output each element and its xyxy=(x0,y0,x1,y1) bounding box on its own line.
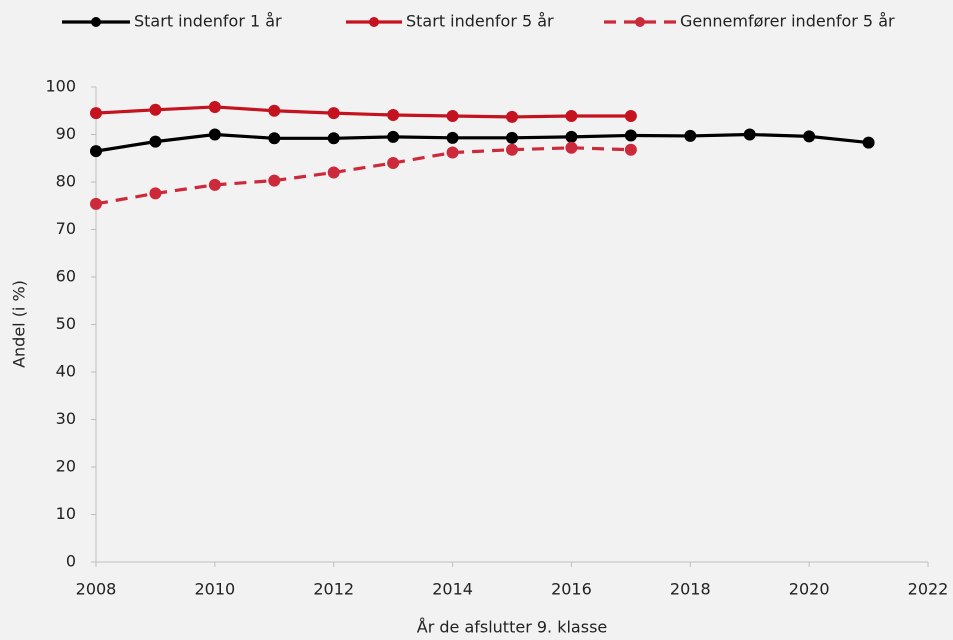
data-point xyxy=(624,129,637,142)
data-point xyxy=(90,107,102,120)
data-point xyxy=(624,109,637,122)
series-line xyxy=(95,132,869,153)
data-point xyxy=(624,143,637,156)
x-tick-label: 2020 xyxy=(789,580,830,599)
data-point xyxy=(327,132,340,145)
y-axis-label: Andel (i %) xyxy=(10,280,29,368)
data-point xyxy=(684,129,697,142)
y-tick-label: 30 xyxy=(56,409,76,428)
y-tick-label: 0 xyxy=(66,552,76,571)
data-point xyxy=(387,157,400,169)
data-point xyxy=(149,135,162,148)
x-tick-label: 2008 xyxy=(76,580,117,599)
y-tick-label: 70 xyxy=(56,219,76,238)
data-point xyxy=(743,128,756,141)
series-line xyxy=(95,105,631,119)
data-point xyxy=(387,130,400,143)
data-point xyxy=(149,187,162,200)
data-point xyxy=(208,178,221,191)
y-tick-label: 20 xyxy=(56,457,76,476)
x-tick-label: 2014 xyxy=(432,580,473,599)
data-point xyxy=(268,132,281,145)
legend-label: Start indenfor 1 år xyxy=(134,12,282,31)
data-point xyxy=(90,145,102,158)
x-axis-label: År de afslutter 9. klasse xyxy=(417,618,608,637)
y-tick-label: 100 xyxy=(45,77,76,96)
data-point xyxy=(862,136,875,149)
data-point xyxy=(327,107,340,120)
legend-label: Gennemfører indenfor 5 år xyxy=(680,12,895,31)
y-tick-label: 10 xyxy=(56,504,76,523)
data-point xyxy=(268,174,281,187)
y-tick-label: 50 xyxy=(56,314,76,333)
x-tick-label: 2010 xyxy=(194,580,235,599)
data-point xyxy=(565,141,578,154)
y-tick-label: 80 xyxy=(56,172,76,191)
data-point xyxy=(506,143,518,156)
y-tick-label: 60 xyxy=(56,267,76,286)
data-point xyxy=(268,104,281,117)
legend-label: Start indenfor 5 år xyxy=(406,12,554,31)
series-line xyxy=(95,146,631,206)
x-tick-label: 2022 xyxy=(908,580,949,599)
data-point xyxy=(565,109,578,122)
legend-marker xyxy=(91,17,101,27)
x-tick-label: 2016 xyxy=(551,580,592,599)
data-point xyxy=(327,166,340,179)
legend-marker xyxy=(369,17,379,27)
data-point xyxy=(506,131,518,144)
data-point xyxy=(446,109,459,122)
y-tick-label: 40 xyxy=(56,362,76,381)
data-point xyxy=(90,197,102,210)
data-point xyxy=(803,130,816,143)
data-point xyxy=(208,100,221,113)
legend-marker xyxy=(635,17,645,27)
data-point xyxy=(208,128,221,141)
data-point xyxy=(149,103,162,116)
data-point xyxy=(565,130,578,143)
data-point xyxy=(446,146,459,159)
data-point xyxy=(506,110,518,123)
x-tick-label: 2012 xyxy=(313,580,354,599)
data-point xyxy=(387,109,400,122)
data-point xyxy=(446,131,459,144)
x-tick-label: 2018 xyxy=(670,580,711,599)
y-tick-label: 90 xyxy=(56,124,76,143)
